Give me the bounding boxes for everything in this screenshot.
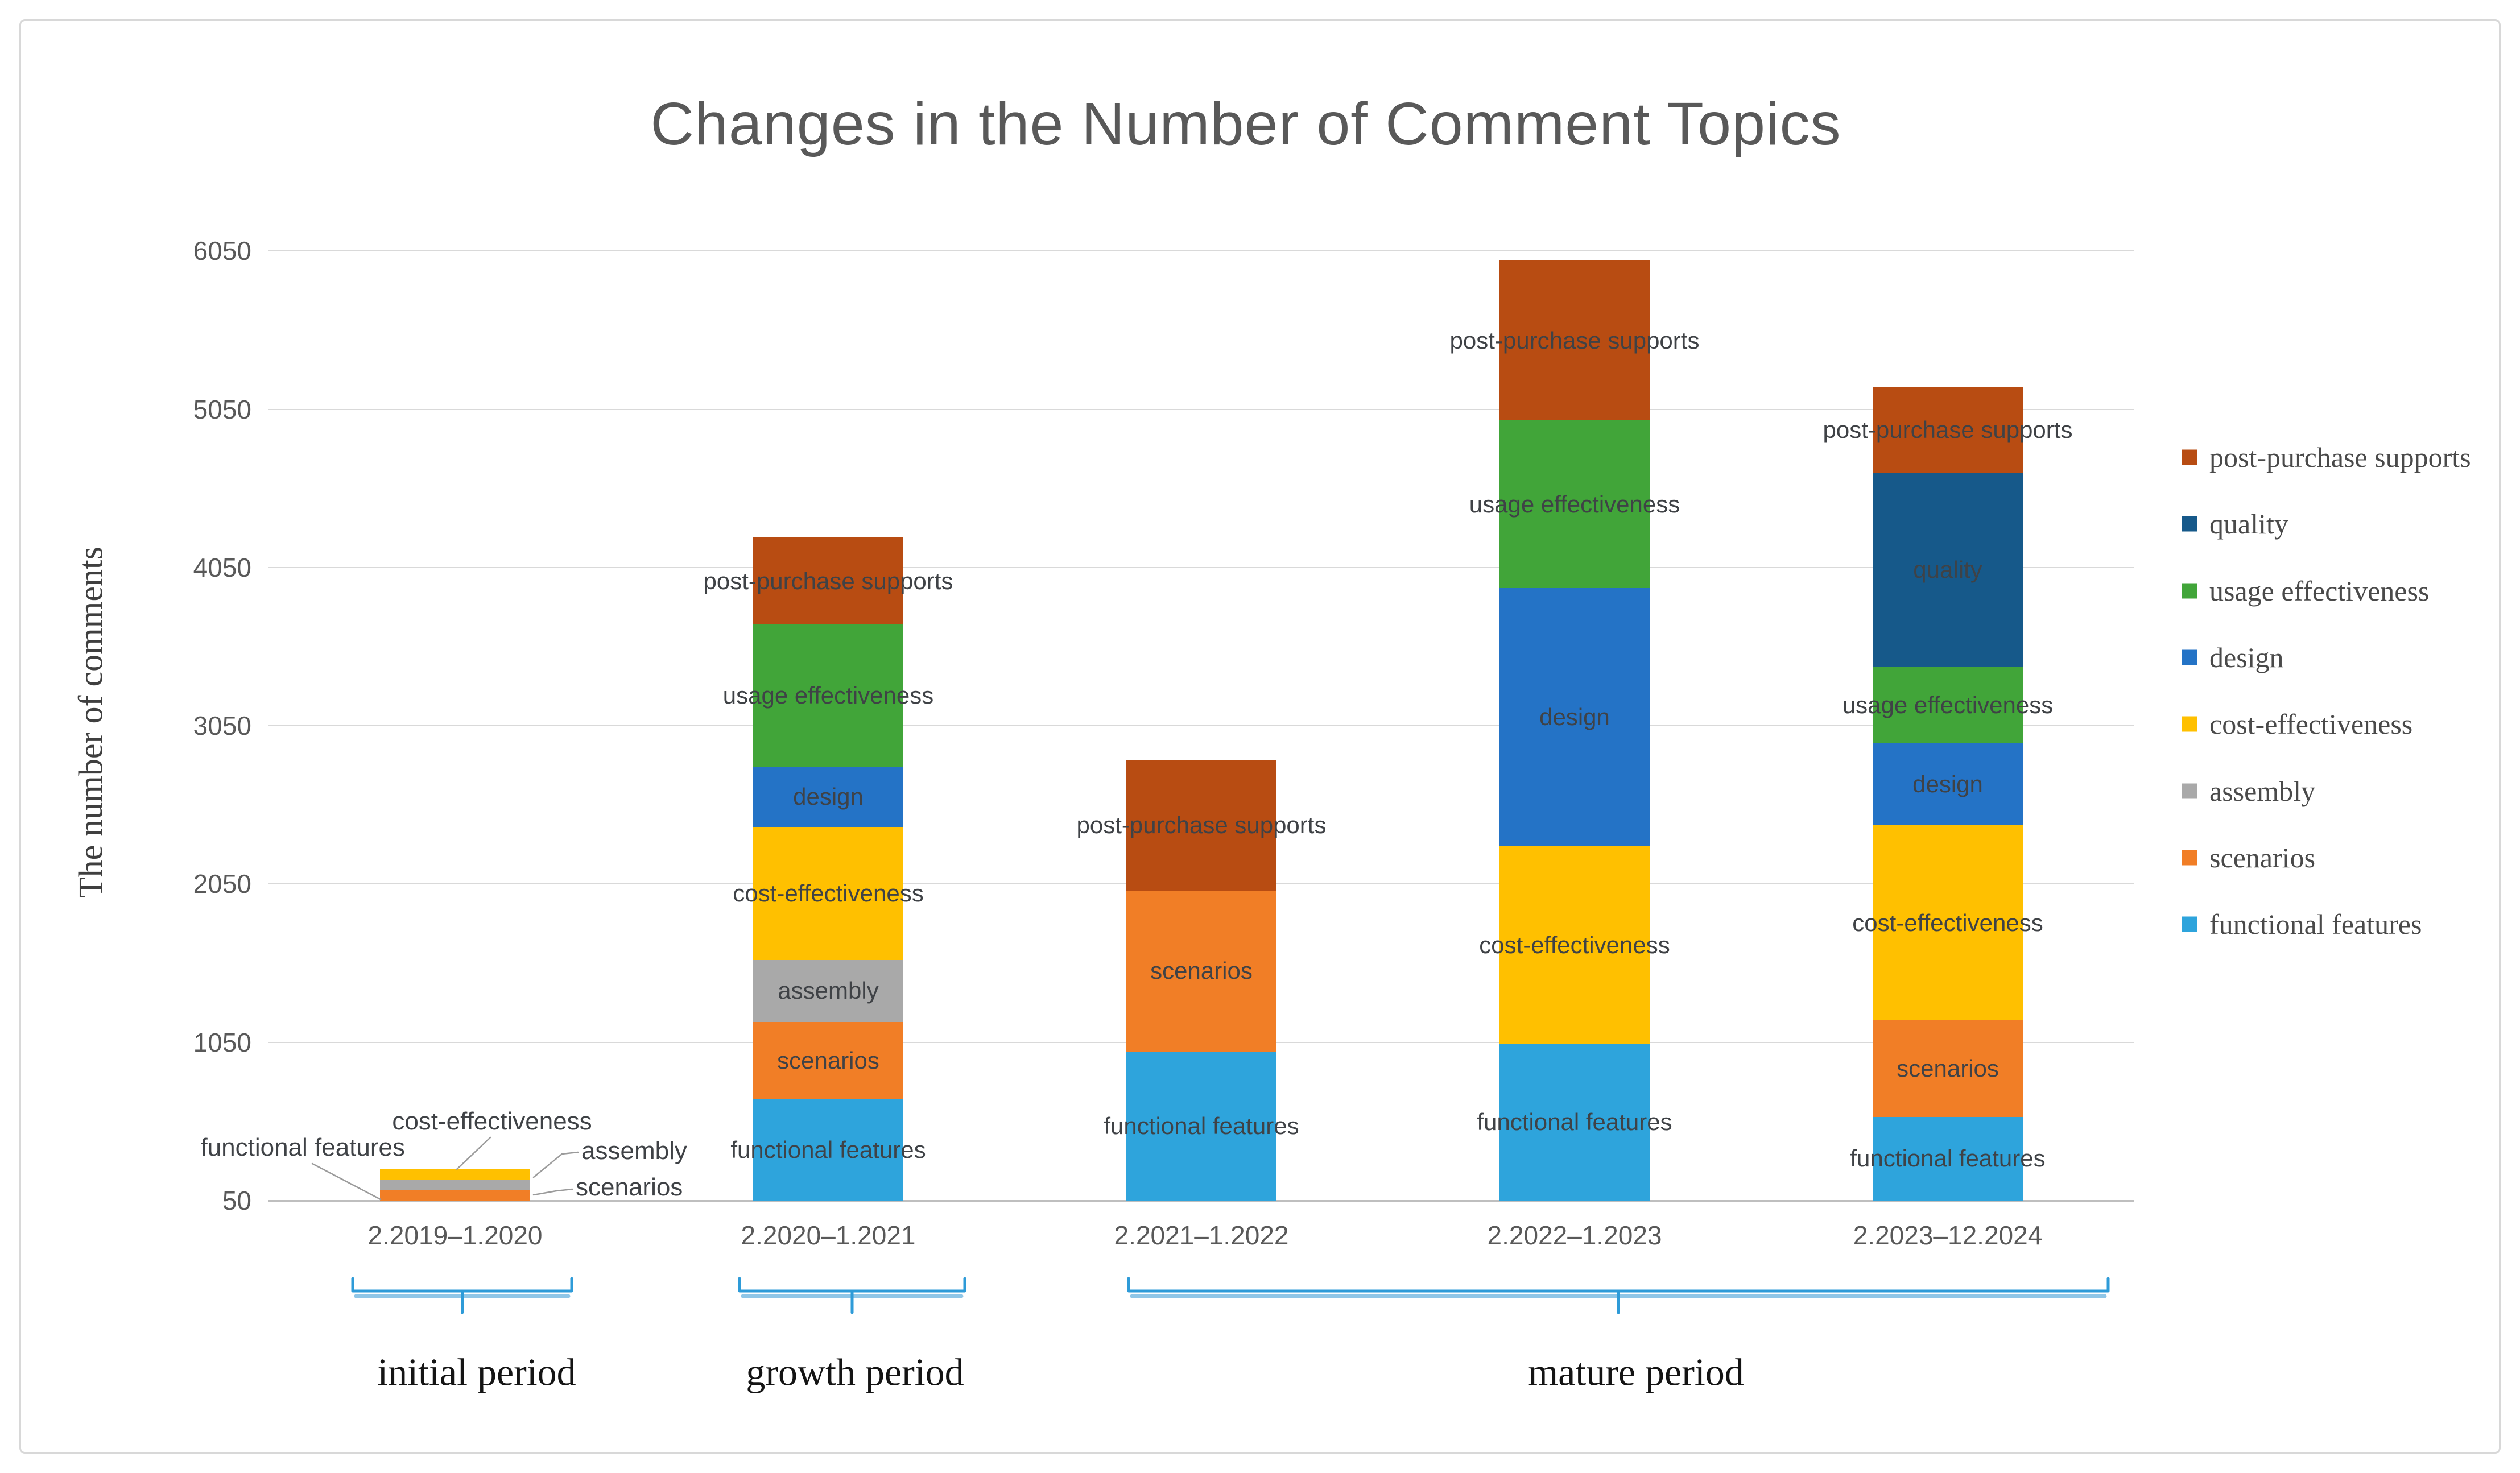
segment-label: functional features	[1850, 1145, 2046, 1172]
bar-segment-design	[1873, 743, 2023, 826]
bar-segment-scenarios	[380, 1189, 530, 1201]
bar-segment-scenarios	[1126, 890, 1276, 1052]
gridline	[268, 725, 2134, 727]
y-tick-label: 4050	[193, 552, 251, 582]
bar-segment-usage-effectiveness	[753, 624, 903, 767]
bar-segment-scenarios	[753, 1021, 903, 1099]
legend-label: quality	[2209, 508, 2288, 540]
y-tick-label: 5050	[193, 394, 251, 424]
segment-label: scenarios	[1150, 957, 1253, 984]
period-label: initial period	[377, 1350, 576, 1394]
legend-label: cost-effectiveness	[2209, 708, 2413, 740]
bar-segment-design	[753, 767, 903, 827]
y-axis-title: The number of comments	[72, 546, 110, 899]
legend-label: post-purchase supports	[2209, 441, 2471, 473]
legend-label: usage effectiveness	[2209, 574, 2430, 607]
bar-segment-functional-features	[1499, 1044, 1650, 1201]
bar-segment-post-purchase-supports	[1499, 260, 1650, 421]
legend-label: functional features	[2209, 908, 2422, 941]
legend-swatch-icon	[2182, 449, 2197, 465]
legend-swatch-icon	[2182, 850, 2197, 866]
segment-label: functional features	[1477, 1108, 1672, 1136]
segment-label: cost-effectiveness	[733, 880, 924, 907]
bar-segment-scenarios	[1873, 1020, 2023, 1117]
legend-swatch-icon	[2182, 649, 2197, 665]
legend-swatch-icon	[2182, 916, 2197, 932]
segment-label: design	[1539, 703, 1610, 730]
bar-segment-assembly	[380, 1180, 530, 1190]
gridline	[268, 566, 2134, 568]
bar-segment-quality	[1873, 472, 2023, 668]
bar-segment-post-purchase-supports	[1126, 760, 1276, 891]
x-tick-label: 2.2022–1.2023	[1487, 1220, 1662, 1250]
bar-segment-cost-effectiveness	[380, 1169, 530, 1180]
legend-swatch-icon	[2182, 583, 2197, 599]
period-label: mature period	[1528, 1350, 1744, 1394]
gridline	[268, 408, 2134, 410]
legend-swatch-icon	[2182, 716, 2197, 732]
bar-segment-cost-effectiveness	[1499, 846, 1650, 1044]
x-tick-label: 2.2020–1.2021	[741, 1220, 916, 1250]
y-tick-label: 1050	[193, 1027, 251, 1057]
segment-label: assembly	[778, 977, 879, 1004]
segment-label: post-purchase supports	[1076, 812, 1327, 839]
callout-label: scenarios	[576, 1173, 683, 1201]
chart-title: Changes in the Number of Comment Topics	[650, 90, 1841, 158]
x-tick-label: 2.2019–1.2020	[367, 1220, 543, 1250]
callout-label: functional features	[200, 1133, 405, 1161]
segment-label: cost-effectiveness	[1479, 931, 1670, 958]
y-tick-label: 2050	[193, 869, 251, 899]
y-tick-label: 3050	[193, 711, 251, 741]
segment-label: usage effectiveness	[722, 682, 934, 709]
segment-label: quality	[1913, 556, 1982, 584]
segment-label: usage effectiveness	[1469, 490, 1680, 518]
period-label: growth period	[746, 1350, 964, 1394]
x-tick-label: 2.2023–12.2024	[1853, 1220, 2043, 1250]
legend-label: design	[2209, 641, 2284, 673]
callout-label: cost-effectiveness	[392, 1107, 592, 1135]
segment-label: post-purchase supports	[703, 567, 953, 594]
bar-segment-functional-features	[753, 1099, 903, 1201]
bar-segment-post-purchase-supports	[1873, 387, 2023, 473]
segment-label: post-purchase supports	[1823, 416, 2073, 443]
segment-label: post-purchase supports	[1449, 326, 1700, 354]
bar-segment-assembly	[753, 960, 903, 1022]
segment-label: functional features	[730, 1136, 926, 1163]
x-tick-label: 2.2021–1.2022	[1114, 1220, 1289, 1250]
segment-label: functional features	[1104, 1112, 1299, 1140]
segment-label: cost-effectiveness	[1852, 909, 2043, 936]
segment-label: design	[793, 783, 864, 810]
bar-segment-functional-features	[1873, 1116, 2023, 1201]
bar-segment-usage-effectiveness	[1499, 420, 1650, 589]
bar-segment-post-purchase-supports	[753, 537, 903, 625]
gridline	[268, 250, 2134, 252]
bar-segment-cost-effectiveness	[753, 827, 903, 960]
legend-swatch-icon	[2182, 783, 2197, 798]
segment-label: design	[1912, 771, 1983, 798]
figure-border	[19, 19, 2501, 1454]
callout-label: assembly	[581, 1137, 687, 1165]
segment-label: usage effectiveness	[1842, 691, 2054, 718]
legend-swatch-icon	[2182, 516, 2197, 532]
y-tick-label: 50	[222, 1186, 251, 1215]
bar-segment-design	[1499, 588, 1650, 846]
legend-label: assembly	[2209, 775, 2316, 807]
segment-label: scenarios	[777, 1046, 879, 1074]
segment-label: scenarios	[1897, 1054, 1999, 1082]
legend-label: scenarios	[2209, 841, 2316, 874]
bar-segment-cost-effectiveness	[1873, 825, 2023, 1020]
bar-segment-functional-features	[1126, 1052, 1276, 1201]
y-tick-label: 6050	[193, 236, 251, 266]
x-axis-baseline	[268, 1200, 2134, 1202]
bar-segment-usage-effectiveness	[1873, 667, 2023, 743]
